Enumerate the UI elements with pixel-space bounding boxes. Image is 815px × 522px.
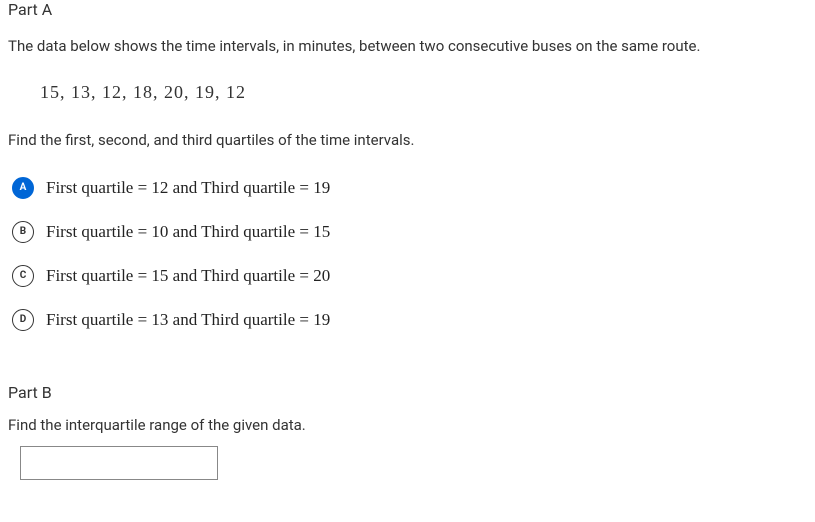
option-b[interactable]: B First quartile = 10 and Third quartile…: [12, 221, 807, 243]
option-d[interactable]: D First quartile = 13 and Third quartile…: [12, 309, 807, 331]
iqr-input[interactable]: [20, 446, 218, 480]
part-a-question: The data below shows the time intervals,…: [8, 35, 807, 58]
part-a-label: Part A: [8, 0, 807, 19]
part-b-section: Part B Find the interquartile range of t…: [8, 383, 807, 480]
option-a[interactable]: A First quartile = 12 and Third quartile…: [12, 177, 807, 199]
data-values: 15, 13, 12, 18, 20, 19, 12: [40, 82, 807, 103]
part-a-section: Part A The data below shows the time int…: [8, 0, 807, 331]
part-b-instruction: Find the interquartile range of the give…: [8, 416, 807, 434]
option-b-letter: B: [12, 221, 34, 243]
part-b-label: Part B: [8, 383, 807, 402]
option-d-text: First quartile = 13 and Third quartile =…: [46, 310, 330, 330]
option-a-letter: A: [12, 177, 34, 199]
option-c-letter: C: [12, 265, 34, 287]
option-a-text: First quartile = 12 and Third quartile =…: [46, 178, 330, 198]
option-d-letter: D: [12, 309, 34, 331]
options-list: A First quartile = 12 and Third quartile…: [12, 177, 807, 331]
option-c-text: First quartile = 15 and Third quartile =…: [46, 266, 330, 286]
option-c[interactable]: C First quartile = 15 and Third quartile…: [12, 265, 807, 287]
part-a-instruction: Find the first, second, and third quarti…: [8, 131, 807, 149]
option-b-text: First quartile = 10 and Third quartile =…: [46, 222, 330, 242]
